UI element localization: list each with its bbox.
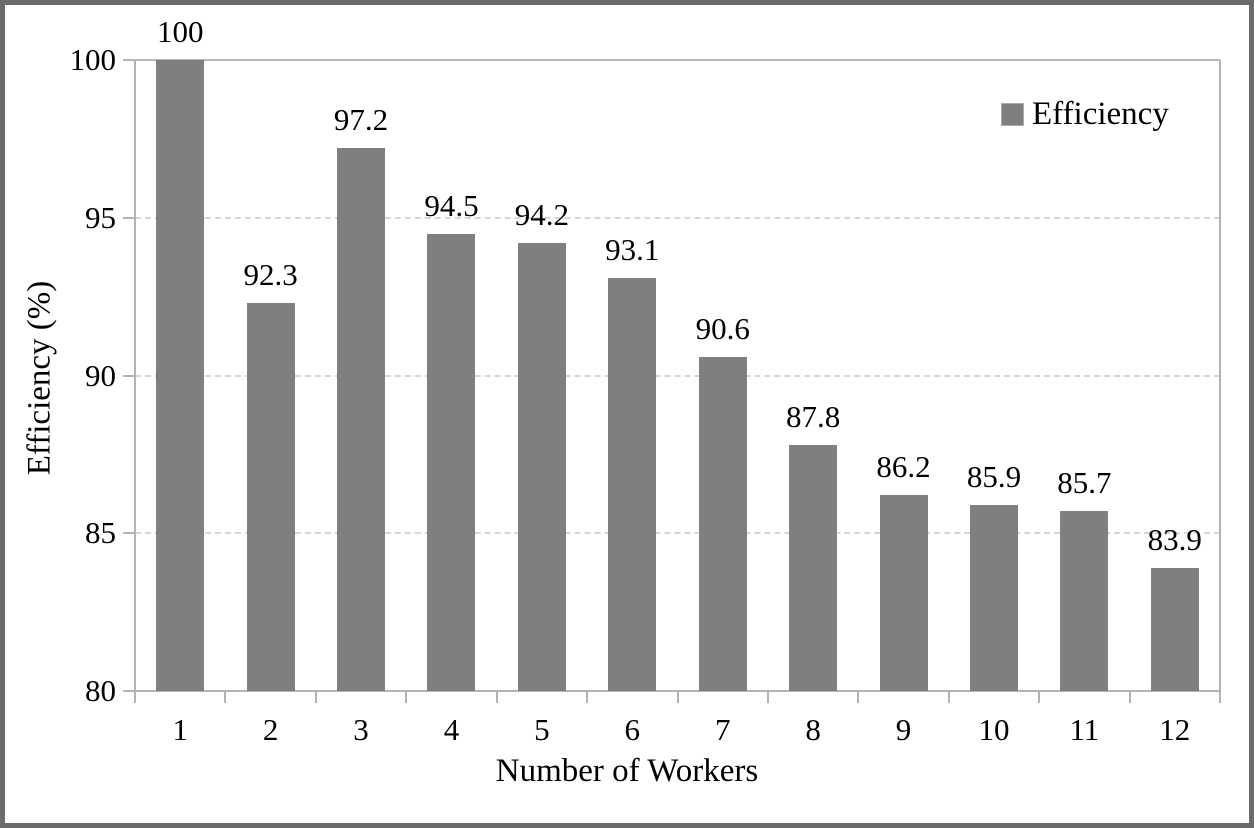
x-tick [405,691,408,703]
y-axis-title: Efficiency (%) [21,280,58,476]
y-axis-line [134,60,136,691]
y-tick-label: 85 [85,515,116,551]
x-tick-label: 9 [895,712,912,747]
bar-2 [246,302,295,691]
x-tick [224,691,227,703]
x-tick-label: 12 [1159,712,1191,747]
bar-value-label: 87.8 [786,398,841,434]
x-tick [586,691,589,703]
x-tick [1038,691,1041,703]
bar-7 [698,356,747,691]
y-tick-label: 100 [69,42,117,77]
bar-4 [427,233,476,691]
bar-value-label: 90.6 [695,310,750,346]
bar-value-label: 86.2 [876,449,931,485]
legend-label: Efficiency [1032,96,1169,132]
x-tick-label: 3 [353,712,369,747]
x-tick-label: 7 [714,712,731,747]
legend: Efficiency [1001,96,1169,133]
x-tick [134,691,136,703]
x-tick [1128,691,1131,703]
x-tick [676,691,679,703]
bar-value-label: 94.5 [424,187,479,223]
x-tick-label: 10 [978,712,1010,747]
y-tick [123,532,135,535]
bar-9 [879,495,928,691]
legend-swatch-icon [1001,103,1024,126]
bar-10 [969,504,1018,691]
plot-right-border [1219,60,1221,691]
y-tick-label: 95 [85,199,116,235]
bar-value-label: 100 [156,14,204,49]
x-tick [947,691,950,703]
bar-3 [337,148,386,691]
x-tick-label: 1 [172,712,188,747]
bar-value-label: 85.9 [966,458,1022,494]
x-axis-title: Number of Workers [495,753,759,789]
x-tick-label: 8 [805,712,821,747]
bar-12 [1150,567,1199,691]
x-tick [766,691,769,703]
y-tick [123,216,135,219]
gridline-85 [135,532,1220,535]
bar-11 [1060,511,1109,691]
x-tick-label: 6 [624,712,641,747]
y-tick-label: 90 [85,357,116,393]
bar-1 [156,60,205,691]
gridline-100 [135,59,1220,61]
gridline-90 [135,374,1220,377]
y-tick [123,690,135,692]
y-tick [123,59,135,61]
x-tick [495,691,498,703]
bar-value-label: 83.9 [1147,521,1202,557]
gridline-95 [135,216,1220,219]
y-tick [123,374,135,377]
bar-value-label: 93.1 [605,231,660,267]
bar-value-label: 92.3 [243,256,298,292]
x-tick [857,691,860,703]
x-tick-label: 4 [443,712,460,747]
x-tick-label: 11 [1069,712,1100,747]
x-tick-label: 2 [262,712,279,747]
x-tick [1219,691,1221,703]
bar-value-label: 85.7 [1057,465,1112,501]
x-tick-label: 5 [534,712,550,747]
bar-value-label: 97.2 [333,102,389,138]
bar-value-label: 94.2 [514,196,569,232]
x-tick [314,691,317,703]
bar-6 [608,277,657,691]
y-tick-label: 80 [85,673,116,708]
bar-8 [789,444,838,691]
bar-5 [517,242,566,691]
